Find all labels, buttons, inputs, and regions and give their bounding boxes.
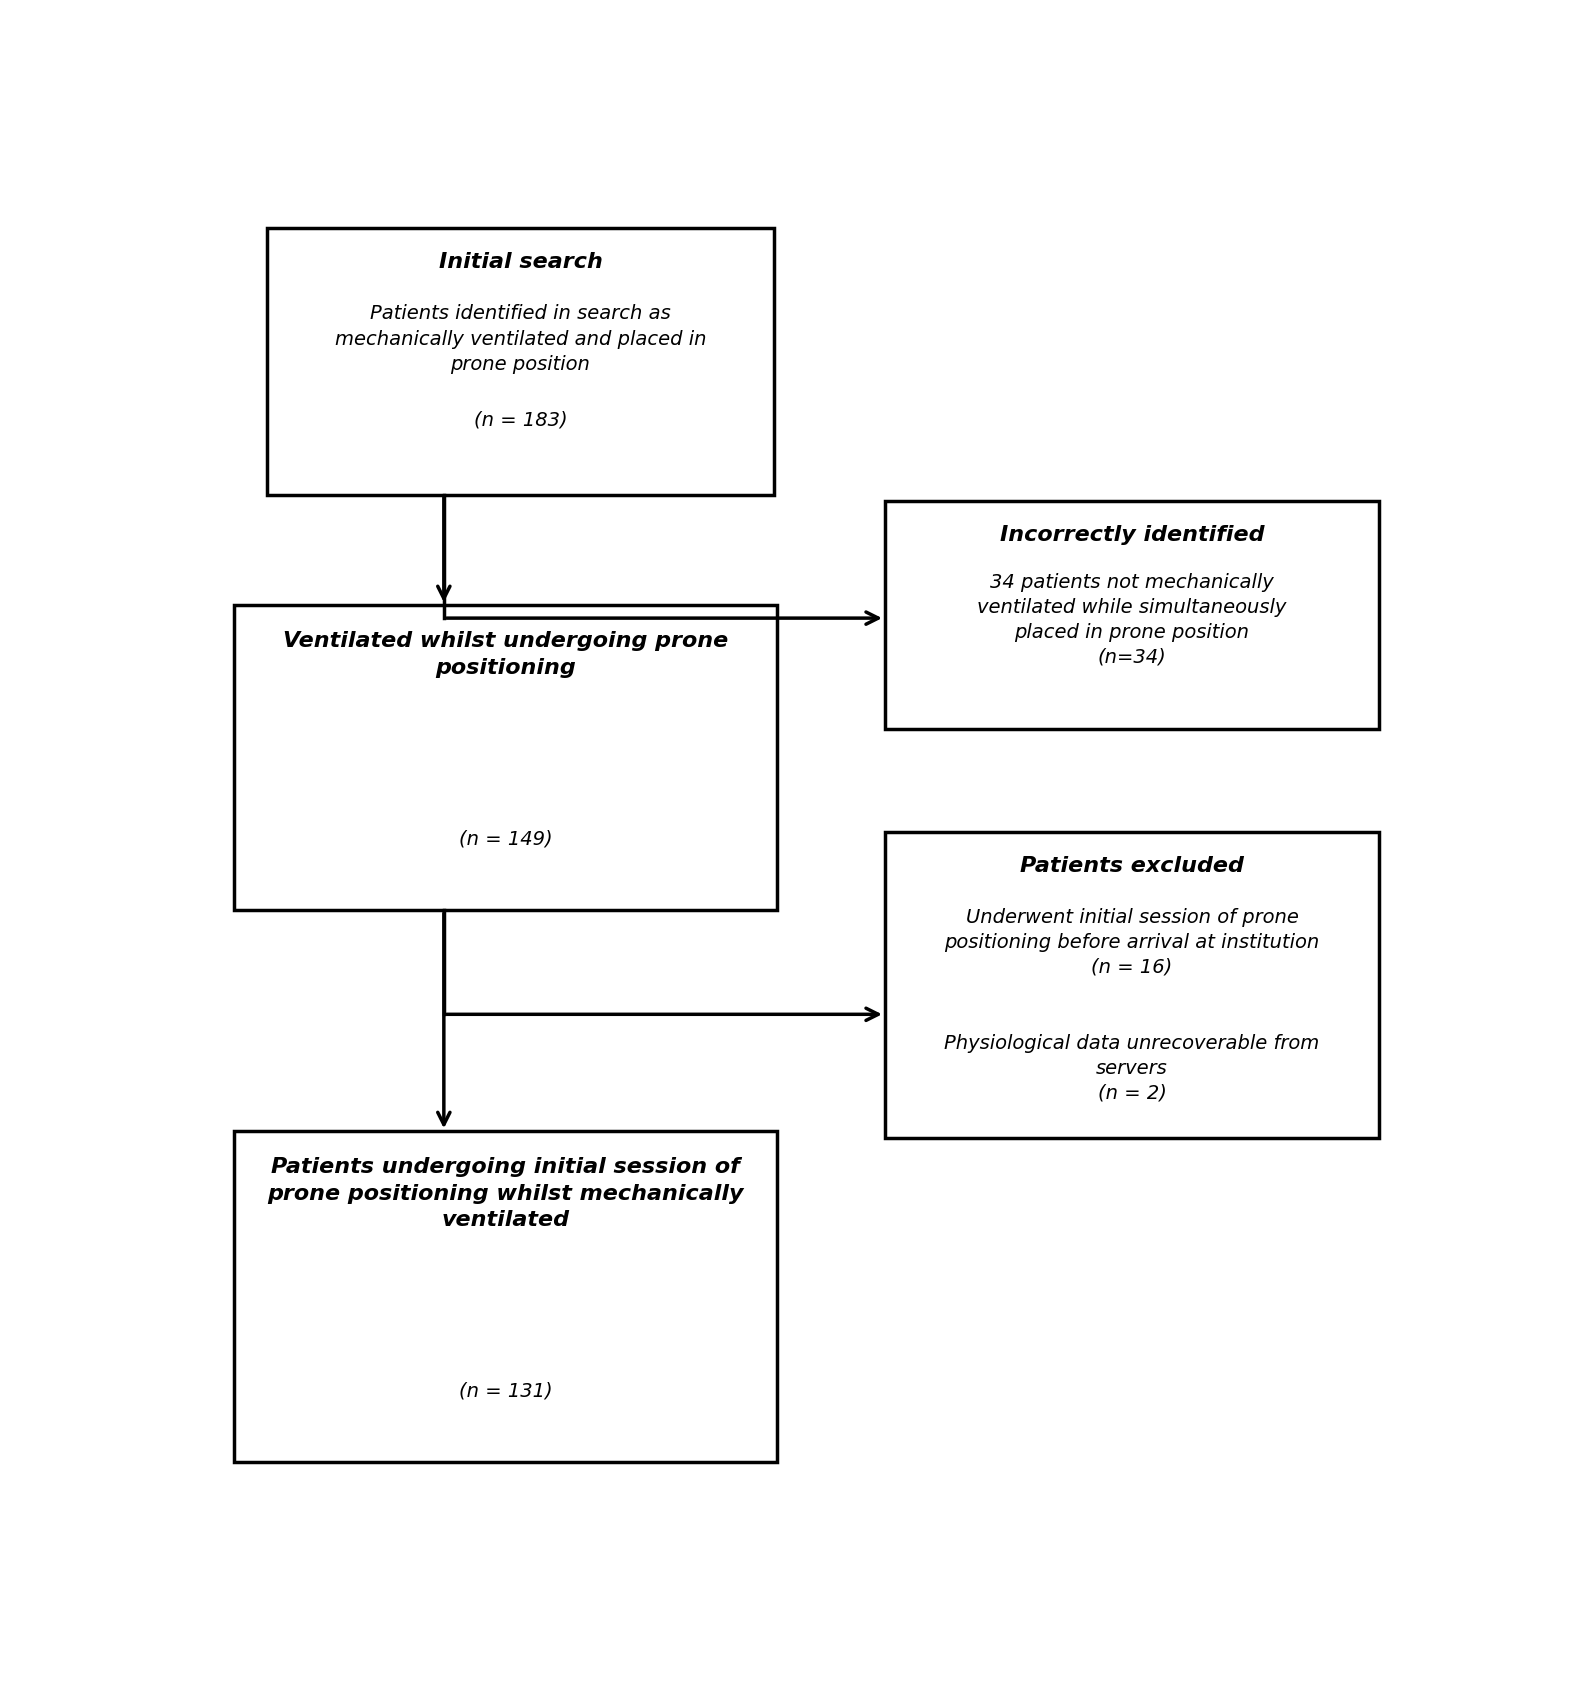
FancyBboxPatch shape [234, 1132, 778, 1463]
Text: Underwent initial session of prone
positioning before arrival at institution
(n : Underwent initial session of prone posit… [944, 908, 1320, 977]
Text: Ventilated whilst undergoing prone
positioning: Ventilated whilst undergoing prone posit… [284, 631, 728, 678]
Text: Patients identified in search as
mechanically ventilated and placed in
prone pos: Patients identified in search as mechani… [335, 304, 706, 375]
Text: (n = 183): (n = 183) [473, 410, 567, 430]
Text: Initial search: Initial search [438, 251, 603, 272]
Text: 34 patients not mechanically
ventilated while simultaneously
placed in prone pos: 34 patients not mechanically ventilated … [977, 572, 1286, 666]
FancyBboxPatch shape [885, 832, 1379, 1137]
Text: Physiological data unrecoverable from
servers
(n = 2): Physiological data unrecoverable from se… [944, 1034, 1320, 1103]
Text: Incorrectly identified: Incorrectly identified [999, 525, 1264, 545]
Text: (n = 149): (n = 149) [459, 828, 553, 849]
FancyBboxPatch shape [268, 228, 773, 494]
FancyBboxPatch shape [234, 606, 778, 911]
Text: Patients excluded: Patients excluded [1020, 855, 1243, 876]
Text: Patients undergoing initial session of
prone positioning whilst mechanically
ven: Patients undergoing initial session of p… [268, 1157, 744, 1230]
Text: (n = 131): (n = 131) [459, 1382, 553, 1400]
FancyBboxPatch shape [885, 501, 1379, 729]
